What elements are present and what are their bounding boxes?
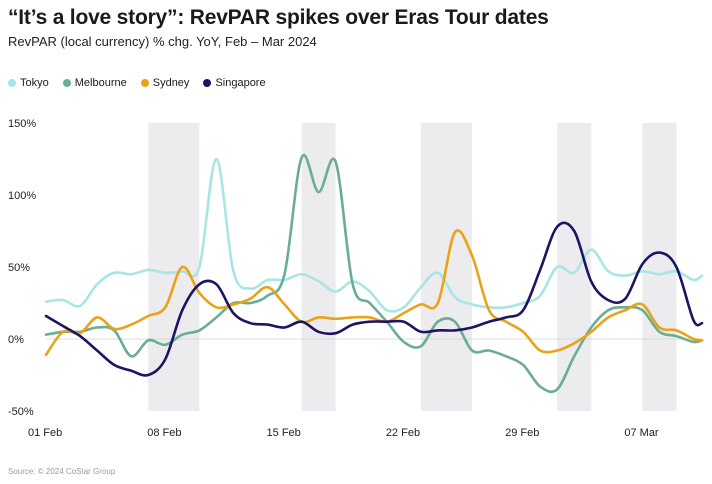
- y-tick-label: 150%: [8, 118, 36, 130]
- y-tick-label: 50%: [8, 262, 30, 274]
- legend: Tokyo Melbourne Sydney Singapore: [8, 77, 266, 89]
- series-line-sydney: [44, 229, 704, 357]
- series-line-singapore: [44, 221, 704, 377]
- x-tick-label: 22 Feb: [386, 427, 420, 439]
- y-tick-label: -50%: [8, 406, 34, 418]
- x-tick-label: 08 Feb: [147, 427, 181, 439]
- x-tick-label: 07 Mar: [624, 427, 659, 439]
- series-line-tokyo: [44, 157, 704, 313]
- tour-date-band: [642, 123, 677, 411]
- tour-date-band: [301, 123, 336, 411]
- x-tick-label: 29 Feb: [505, 427, 539, 439]
- x-tick-label: 01 Feb: [28, 427, 62, 439]
- chart-title: “It’s a love story”: RevPAR spikes over …: [8, 6, 549, 29]
- y-tick-label: 0%: [8, 334, 24, 346]
- legend-label: Melbourne: [74, 77, 127, 89]
- legend-swatch-icon: [140, 79, 149, 87]
- legend-swatch-icon: [8, 79, 16, 87]
- y-tick-label: 100%: [8, 190, 36, 202]
- legend-item-singapore[interactable]: Singapore: [203, 77, 266, 89]
- source-note: Source: © 2024 CoStar Group: [8, 467, 116, 476]
- legend-item-sydney[interactable]: Sydney: [140, 77, 190, 89]
- series-line-melbourne: [44, 153, 704, 394]
- tour-date-band: [148, 123, 200, 411]
- chart-subtitle: RevPAR (local currency) % chg. YoY, Feb …: [8, 34, 317, 49]
- x-tick-label: 15 Feb: [267, 427, 301, 439]
- legend-label: Tokyo: [20, 77, 49, 89]
- legend-item-tokyo[interactable]: Tokyo: [8, 77, 49, 89]
- legend-swatch-icon: [203, 79, 212, 87]
- legend-item-melbourne[interactable]: Melbourne: [62, 77, 127, 89]
- legend-label: Sydney: [152, 77, 190, 89]
- legend-label: Singapore: [215, 77, 266, 89]
- legend-swatch-icon: [62, 79, 71, 87]
